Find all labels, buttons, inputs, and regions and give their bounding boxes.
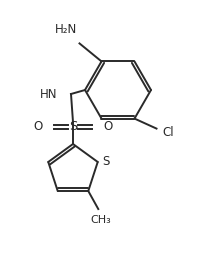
Text: CH₃: CH₃ bbox=[90, 215, 111, 225]
Text: S: S bbox=[103, 156, 110, 169]
Text: O: O bbox=[103, 121, 112, 134]
Text: H₂N: H₂N bbox=[55, 23, 77, 36]
Text: HN: HN bbox=[40, 89, 57, 101]
Text: O: O bbox=[34, 121, 43, 134]
Text: Cl: Cl bbox=[163, 126, 174, 139]
Text: S: S bbox=[69, 121, 77, 134]
